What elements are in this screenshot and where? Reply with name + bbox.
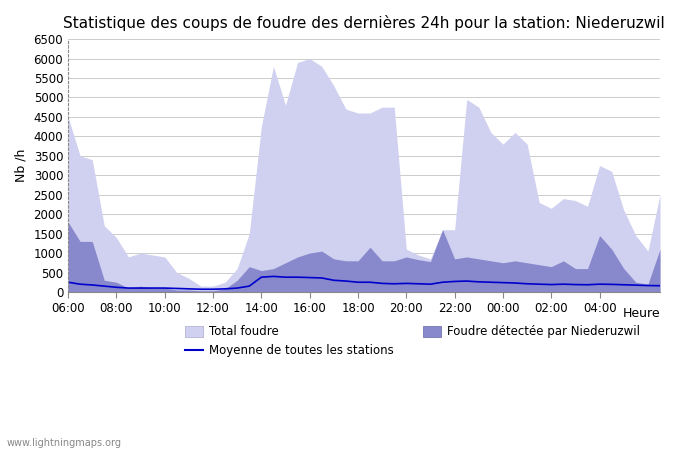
Title: Statistique des coups de foudre des dernières 24h pour la station: Niederuzwil: Statistique des coups de foudre des dern… (63, 15, 665, 31)
Y-axis label: Nb /h: Nb /h (15, 149, 28, 182)
Legend: Total foudre, Moyenne de toutes les stations, Foudre détectée par Niederuzwil: Total foudre, Moyenne de toutes les stat… (181, 320, 645, 362)
Text: Heure: Heure (622, 307, 660, 320)
Text: www.lightningmaps.org: www.lightningmaps.org (7, 438, 122, 448)
